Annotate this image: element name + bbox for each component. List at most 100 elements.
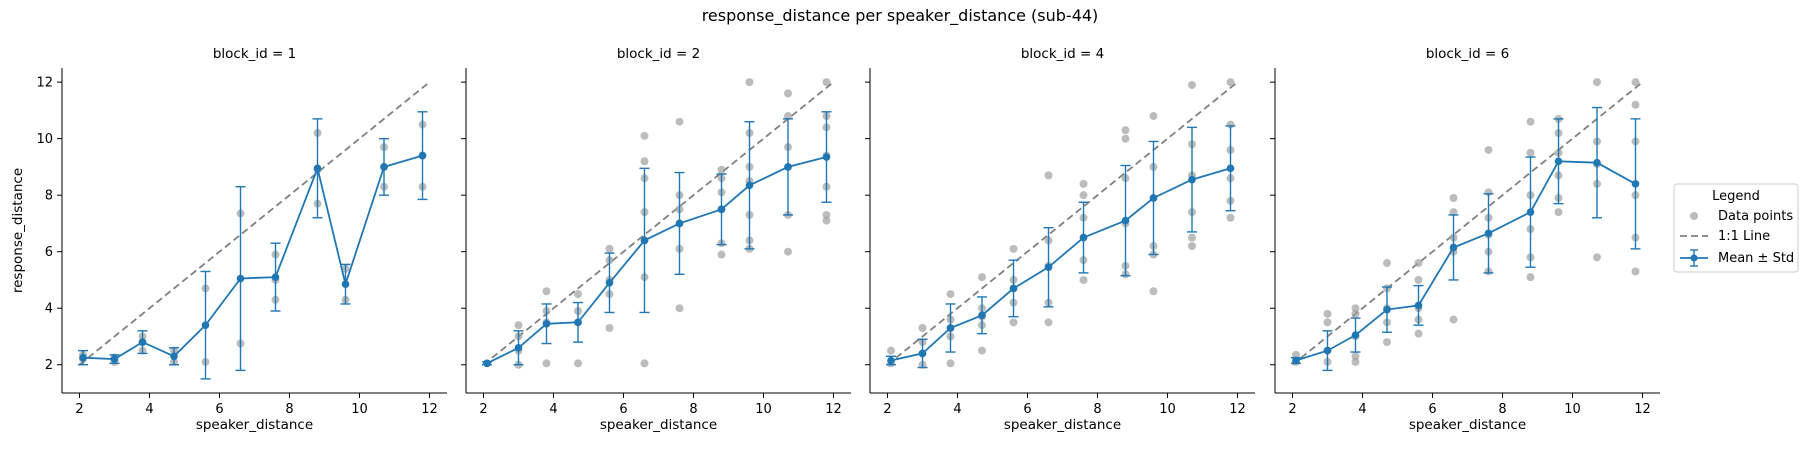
diagonal-line bbox=[78, 81, 431, 366]
data-point bbox=[1554, 208, 1563, 217]
figure-title: response_distance per speaker_distance (… bbox=[702, 6, 1099, 26]
mean-point bbox=[1292, 356, 1300, 365]
diagonal-line bbox=[886, 81, 1239, 366]
y-axis-label: response_distance bbox=[10, 168, 26, 293]
data-point bbox=[978, 346, 986, 355]
mean-point bbox=[1188, 175, 1196, 184]
data-point bbox=[1484, 145, 1493, 154]
data-point bbox=[1323, 318, 1332, 327]
y-tick-label: 2 bbox=[45, 358, 53, 373]
data-point bbox=[605, 244, 614, 253]
data-point bbox=[1226, 78, 1235, 87]
panel-title: block_id = 6 bbox=[1426, 46, 1509, 62]
data-point bbox=[1044, 318, 1053, 327]
mean-point bbox=[341, 280, 350, 288]
data-point bbox=[1449, 208, 1458, 217]
data-point bbox=[1149, 112, 1158, 121]
data-point bbox=[1449, 194, 1458, 202]
data-point bbox=[978, 273, 986, 282]
data-point bbox=[1079, 275, 1088, 284]
x-tick-label: 4 bbox=[953, 402, 961, 417]
data-point bbox=[640, 359, 649, 368]
mean-point bbox=[1414, 301, 1423, 310]
data-point bbox=[1631, 267, 1640, 276]
x-tick-label: 12 bbox=[825, 402, 842, 417]
x-axis-label: speaker_distance bbox=[1409, 417, 1526, 433]
mean-point bbox=[1593, 158, 1601, 167]
y-tick-label: 6 bbox=[45, 245, 53, 260]
mean-point bbox=[978, 311, 986, 320]
data-point bbox=[1593, 78, 1601, 87]
data-point bbox=[1351, 357, 1360, 366]
legend-label-diagonal: 1:1 Line bbox=[1718, 229, 1770, 244]
x-axis-label: speaker_distance bbox=[196, 417, 313, 433]
legend-title: Legend bbox=[1712, 189, 1760, 204]
data-point bbox=[1079, 191, 1088, 200]
data-point bbox=[1383, 259, 1391, 267]
panel-title: block_id = 2 bbox=[617, 46, 700, 62]
data-point bbox=[1323, 309, 1332, 318]
x-tick-label: 4 bbox=[549, 402, 557, 417]
data-point bbox=[1121, 134, 1130, 143]
x-tick-label: 12 bbox=[1634, 402, 1651, 417]
data-point bbox=[1414, 329, 1423, 338]
data-point bbox=[946, 290, 955, 299]
mean-point bbox=[79, 353, 87, 362]
x-tick-label: 2 bbox=[75, 402, 83, 417]
mean-point bbox=[1631, 180, 1640, 188]
data-point bbox=[1121, 126, 1130, 135]
data-point bbox=[574, 359, 582, 368]
mean-point bbox=[201, 321, 210, 329]
x-tick-label: 10 bbox=[1159, 402, 1176, 417]
y-tick-label: 12 bbox=[36, 76, 53, 91]
mean-point bbox=[542, 319, 551, 328]
mean-point bbox=[418, 151, 427, 160]
data-point bbox=[887, 346, 895, 355]
mean-point bbox=[887, 356, 895, 365]
panel-4: block_id = 6 2 4 6 8 10 12 speaker_distance bbox=[1270, 46, 1660, 433]
legend-box bbox=[1673, 183, 1799, 273]
data-point bbox=[542, 287, 551, 296]
mean-point bbox=[110, 355, 119, 363]
panel-title: block_id = 4 bbox=[1021, 46, 1104, 62]
mean-point bbox=[236, 274, 245, 283]
data-point bbox=[542, 359, 551, 368]
mean-line bbox=[82, 154, 423, 361]
x-tick-label: 10 bbox=[351, 402, 368, 417]
data-point bbox=[1593, 253, 1601, 262]
mean-point bbox=[640, 236, 649, 245]
data-point bbox=[574, 290, 582, 299]
data-point bbox=[514, 321, 523, 330]
data-point bbox=[1188, 242, 1196, 251]
mean-point bbox=[1554, 157, 1563, 166]
x-tick-label: 2 bbox=[479, 402, 487, 417]
data-point bbox=[1631, 100, 1640, 109]
data-point bbox=[946, 359, 955, 368]
data-point bbox=[1449, 315, 1458, 324]
x-tick-label: 2 bbox=[883, 402, 891, 417]
data-point bbox=[1351, 304, 1360, 313]
x-tick-label: 10 bbox=[755, 402, 772, 417]
diagonal-line bbox=[1291, 81, 1644, 366]
x-tick-label: 2 bbox=[1288, 402, 1296, 417]
data-point bbox=[717, 165, 726, 174]
data-point bbox=[918, 324, 927, 332]
data-point bbox=[1188, 233, 1196, 242]
x-tick-label: 8 bbox=[1093, 402, 1101, 417]
mean-point bbox=[784, 163, 792, 171]
mean-point bbox=[1044, 263, 1053, 272]
mean-point bbox=[1323, 346, 1332, 355]
data-point bbox=[640, 131, 649, 140]
data-point bbox=[1009, 244, 1018, 253]
panel-title: block_id = 1 bbox=[213, 46, 296, 62]
y-tick-label: 10 bbox=[36, 132, 53, 147]
mean-point bbox=[380, 163, 388, 171]
data-point bbox=[1009, 318, 1018, 327]
data-point bbox=[1226, 213, 1235, 222]
mean-point bbox=[1484, 229, 1493, 238]
data-point bbox=[1383, 338, 1391, 347]
mean-line bbox=[486, 156, 827, 365]
y-tick-label: 8 bbox=[45, 189, 53, 204]
mean-point bbox=[605, 278, 614, 287]
mean-point bbox=[1351, 331, 1360, 339]
